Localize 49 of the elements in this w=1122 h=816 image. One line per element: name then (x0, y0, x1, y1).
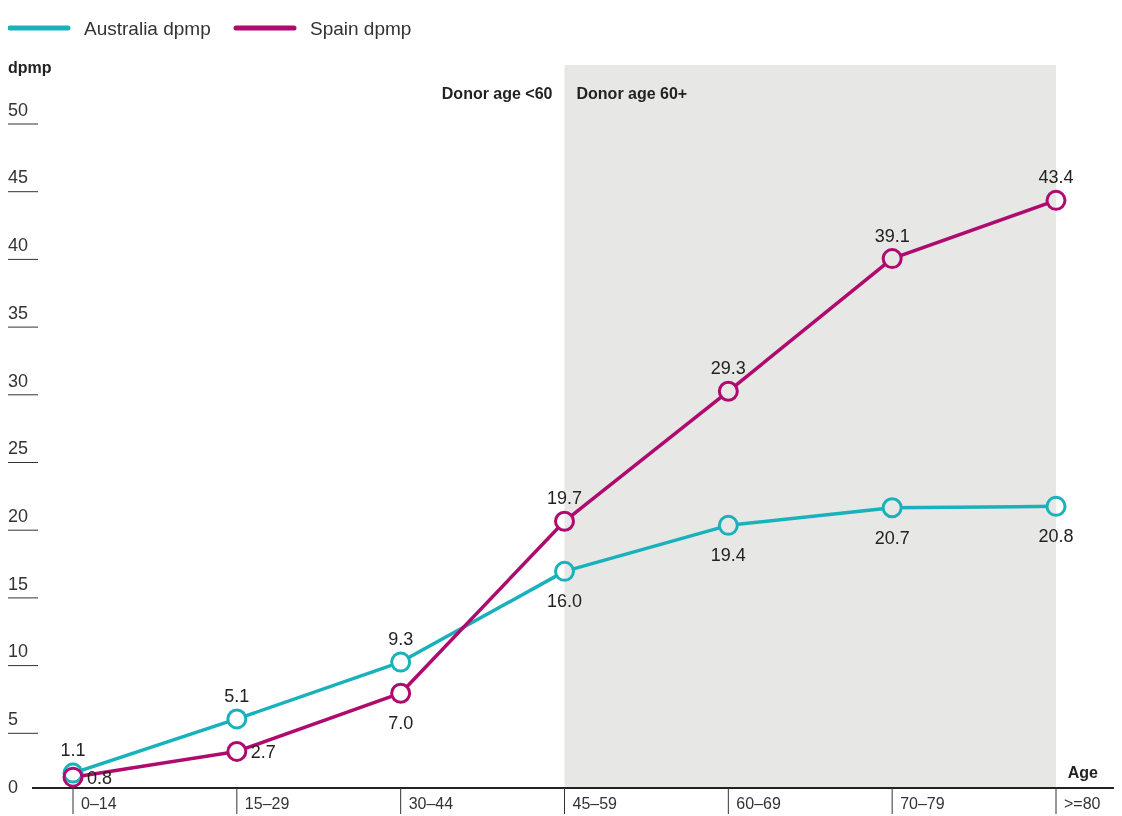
band-label: Donor age 60+ (576, 85, 688, 102)
point (717, 514, 739, 536)
point (881, 497, 903, 519)
point (226, 740, 248, 762)
point (881, 248, 903, 270)
point (717, 380, 739, 402)
y-tick-label: 40 (8, 235, 29, 256)
y-tick-label: 30 (8, 370, 29, 391)
data-label: 9.3 (388, 629, 414, 650)
data-label: 2.7 (250, 742, 276, 763)
y-tick-label: 45 (8, 167, 29, 188)
data-label: 39.1 (874, 225, 910, 246)
point (554, 560, 575, 582)
point (390, 651, 412, 673)
point (390, 682, 412, 704)
y-tick-label: 5 (8, 709, 19, 730)
data-label: 1.1 (60, 740, 86, 761)
legend-label: Australia dpmp (84, 18, 211, 39)
data-label: 29.3 (710, 358, 746, 379)
data-label: 19.7 (546, 488, 583, 509)
y-tick-label: 10 (8, 641, 29, 662)
x-tick-label: 0–14 (81, 795, 117, 812)
y-tick-label: 50 (8, 99, 29, 120)
x-tick-label: >=80 (1064, 795, 1101, 812)
data-label: 16.0 (546, 591, 583, 612)
legend-label: Spain dpmp (310, 18, 412, 39)
x-tick-label: 45–59 (572, 795, 618, 812)
data-label: 7.0 (388, 713, 414, 734)
y-tick-label: 20 (8, 505, 29, 526)
data-label: 20.8 (1038, 526, 1074, 547)
data-label: 20.7 (874, 527, 910, 548)
y-tick-label: 15 (8, 573, 29, 594)
data-label: 5.1 (224, 685, 250, 706)
point (226, 708, 248, 730)
x-tick-label: 15–29 (244, 795, 290, 812)
x-axis-title: Age (1067, 764, 1099, 781)
point (1045, 189, 1067, 211)
x-tick-label: 60–69 (736, 795, 781, 812)
point (554, 510, 575, 532)
y-axis-title: dpmp (8, 59, 52, 76)
y-tick-label: 25 (8, 438, 29, 459)
data-label: 43.4 (1038, 167, 1074, 188)
text: Donor age <60 (441, 85, 553, 102)
x-tick-label: 30–44 (408, 795, 454, 812)
x-tick-label: 70–79 (900, 795, 945, 812)
y-tick-label: 35 (8, 302, 29, 323)
data-label: 19.4 (710, 545, 746, 566)
y-tick-label: 0 (8, 776, 19, 797)
point (1045, 495, 1067, 517)
